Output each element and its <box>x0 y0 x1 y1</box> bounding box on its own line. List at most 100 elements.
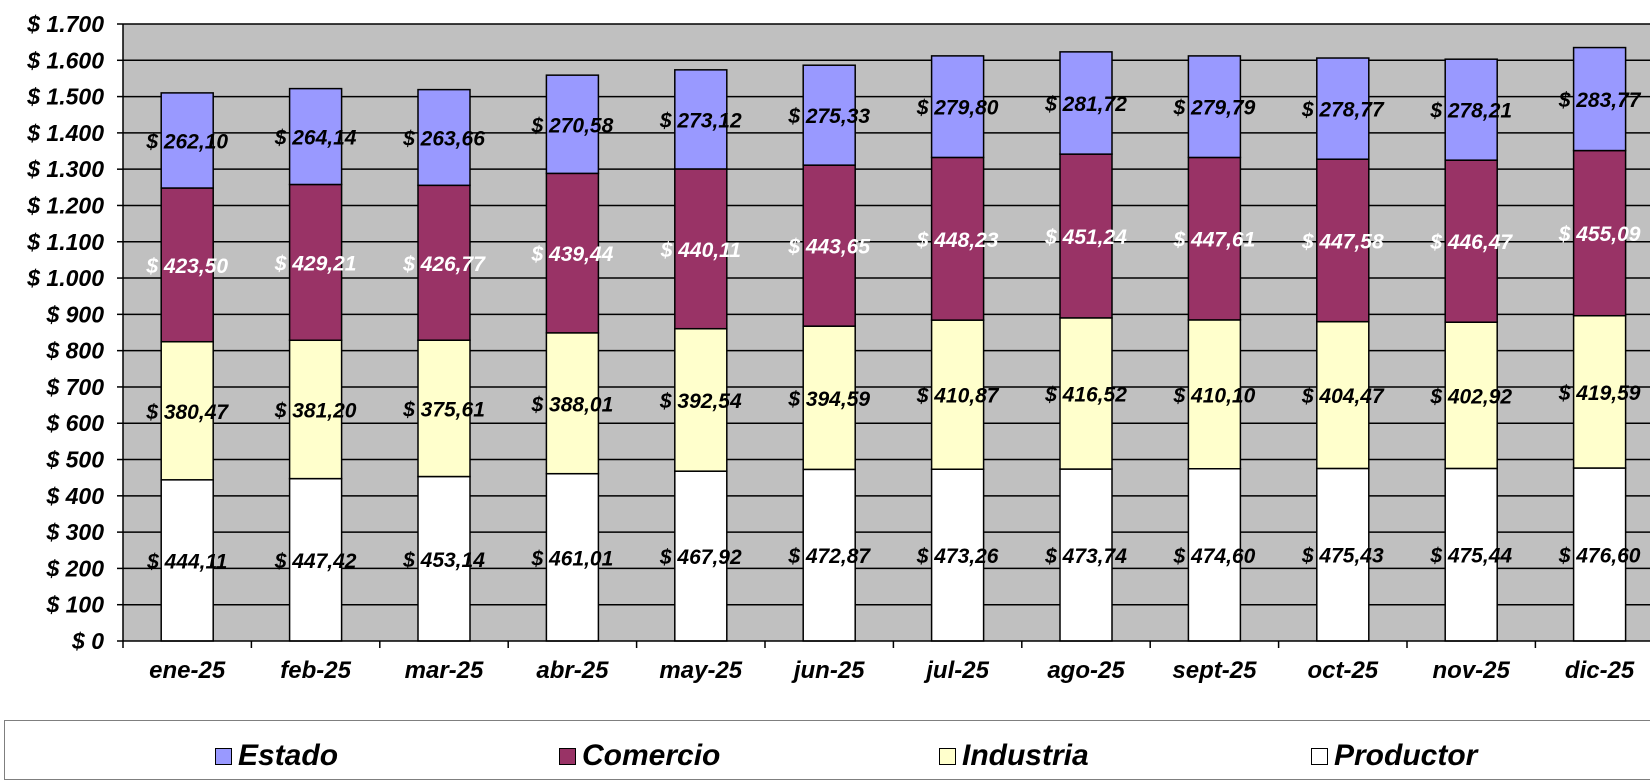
y-tick-label: $ 800 <box>45 338 104 364</box>
bar-productor-jun-25 <box>802 468 856 642</box>
bar-industria-nov-25 <box>1444 321 1498 470</box>
data-label-comercio-sept-25: $ 447,61 <box>1173 229 1256 252</box>
data-label-productor-sept-25: $ 474,60 <box>1173 545 1256 568</box>
bar-comercio-oct-25 <box>1316 158 1370 323</box>
legend-item-productor: Productor <box>1311 741 1477 771</box>
y-tick-label: $ 1.600 <box>26 47 104 73</box>
bar-estado-may-25 <box>674 69 728 170</box>
data-label-industria-ago-25: $ 416,52 <box>1044 383 1127 406</box>
x-axis-ticks: ene-25 feb-25 mar-25 abr-25 may-25 jun-25 jul-… <box>122 641 1635 684</box>
bar-estado-oct-25 <box>1316 57 1370 160</box>
legend-item-industria: Industria <box>939 741 1089 771</box>
bar-industria-ene-25 <box>160 340 214 481</box>
y-tick-label: $ 1.000 <box>26 265 104 291</box>
y-tick-label: $ 1.100 <box>26 229 104 255</box>
data-label-comercio-jun-25: $ 443,65 <box>787 236 870 259</box>
data-label-productor-abr-25: $ 461,01 <box>531 547 614 570</box>
data-label-productor-may-25: $ 467,92 <box>659 546 742 569</box>
bar-estado-jul-25 <box>930 55 985 159</box>
bar-comercio-jul-25 <box>930 156 985 321</box>
x-tick-label: oct-25 <box>1307 657 1378 684</box>
bar-industria-oct-25 <box>1316 320 1370 470</box>
bar-estado-jun-25 <box>802 64 856 166</box>
bar-estado-ene-25 <box>160 92 214 189</box>
data-label-industria-may-25: $ 392,54 <box>659 390 742 413</box>
y-tick-label: $ 1.700 <box>26 11 104 37</box>
x-tick-label: nov-25 <box>1433 657 1511 684</box>
y-tick-label: $ 700 <box>45 374 104 400</box>
bar-comercio-sept-25 <box>1187 156 1242 321</box>
gridlines <box>123 23 1650 606</box>
bar-comercio-jun-25 <box>802 164 856 327</box>
bar-comercio-abr-25 <box>545 172 600 334</box>
y-tick-label: $ 1.500 <box>26 84 104 110</box>
y-axis-ticks: $ 0 $ 100 $ 200 $ 300 $ 400 $ 500 $ 600 $ 700 $ … <box>26 11 123 654</box>
legend-label-industria: Industria <box>962 739 1089 772</box>
y-tick-label: $ 900 <box>45 301 104 327</box>
bar-productor-jul-25 <box>930 468 985 642</box>
legend-swatch-industria <box>939 747 956 765</box>
x-tick-label: sept-25 <box>1172 657 1257 684</box>
bar-comercio-dic-25 <box>1572 149 1627 317</box>
data-label-estado-sept-25: $ 279,79 <box>1173 97 1256 120</box>
legend-swatch-estado <box>215 747 232 765</box>
y-tick-label: $ 1.300 <box>26 156 104 182</box>
x-tick-label: jun-25 <box>791 657 865 684</box>
data-label-industria-abr-25: $ 388,01 <box>531 393 614 416</box>
data-label-industria-sept-25: $ 410,10 <box>1173 384 1256 407</box>
data-label-estado-mar-25: $ 263,66 <box>402 127 485 150</box>
data-label-estado-ago-25: $ 281,72 <box>1044 93 1127 116</box>
data-label-estado-may-25: $ 273,12 <box>659 109 742 132</box>
data-label-industria-dic-25: $ 419,59 <box>1558 382 1641 405</box>
data-label-estado-jul-25: $ 279,80 <box>916 97 999 120</box>
bar-comercio-ago-25 <box>1059 153 1113 319</box>
data-label-industria-mar-25: $ 375,61 <box>402 398 485 421</box>
bar-productor-may-25 <box>674 470 728 642</box>
data-label-industria-jul-25: $ 410,87 <box>916 385 1000 408</box>
data-label-comercio-nov-25: $ 446,47 <box>1429 231 1513 254</box>
y-tick-label: $ 1.400 <box>26 120 104 146</box>
data-label-comercio-may-25: $ 440,11 <box>660 239 741 262</box>
data-label-estado-oct-25: $ 278,77 <box>1301 99 1385 122</box>
legend-label-comercio: Comercio <box>582 739 721 772</box>
data-label-productor-mar-25: $ 453,14 <box>402 549 485 572</box>
y-tick-label: $ 400 <box>45 483 104 509</box>
data-label-industria-ene-25: $ 380,47 <box>145 401 229 424</box>
data-label-estado-feb-25: $ 264,14 <box>274 127 357 150</box>
legend-swatch-comercio <box>559 747 576 765</box>
data-label-comercio-oct-25: $ 447,58 <box>1301 230 1384 253</box>
legend: Estado Comercio Industria Productor <box>4 720 1650 780</box>
x-tick-label: abr-25 <box>536 657 609 684</box>
legend-label-estado: Estado <box>238 739 339 772</box>
data-label-productor-ene-25: $ 444,11 <box>146 550 227 573</box>
data-label-productor-feb-25: $ 447,42 <box>274 550 357 573</box>
y-tick-label: $ 300 <box>45 519 104 545</box>
data-label-industria-feb-25: $ 381,20 <box>274 399 357 422</box>
data-label-industria-nov-25: $ 402,92 <box>1429 385 1512 408</box>
x-tick-label: mar-25 <box>405 657 484 684</box>
data-label-comercio-ene-25: $ 423,50 <box>145 255 228 278</box>
bar-estado-mar-25 <box>417 88 471 187</box>
y-tick-label: $ 200 <box>45 555 104 581</box>
bar-productor-nov-25 <box>1444 467 1498 642</box>
legend-item-comercio: Comercio <box>559 741 720 771</box>
bar-industria-ago-25 <box>1059 317 1113 470</box>
bar-industria-mar-25 <box>417 339 471 478</box>
bar-industria-feb-25 <box>288 339 343 480</box>
x-tick-label: feb-25 <box>280 657 351 684</box>
x-tick-label: ago-25 <box>1047 657 1125 684</box>
data-labels: $ 444,11 $ 380,47 $ 423,50 $ 262,10 $ 447,42… <box>145 89 1641 573</box>
data-label-productor-nov-25: $ 475,44 <box>1429 545 1512 568</box>
plot-area <box>123 24 1650 641</box>
bar-comercio-nov-25 <box>1444 159 1498 323</box>
bar-industria-sept-25 <box>1187 319 1242 470</box>
bar-productor-dic-25 <box>1572 467 1627 642</box>
x-tick-label: ene-25 <box>149 657 226 684</box>
y-tick-label: $ 600 <box>45 410 104 436</box>
data-label-industria-jun-25: $ 394,59 <box>787 388 870 411</box>
data-label-productor-oct-25: $ 475,43 <box>1301 545 1384 568</box>
data-label-estado-ene-25: $ 262,10 <box>145 130 228 153</box>
x-tick-label: dic-25 <box>1565 657 1635 684</box>
bar-industria-jun-25 <box>802 325 856 471</box>
data-label-estado-dic-25: $ 283,77 <box>1558 89 1642 112</box>
